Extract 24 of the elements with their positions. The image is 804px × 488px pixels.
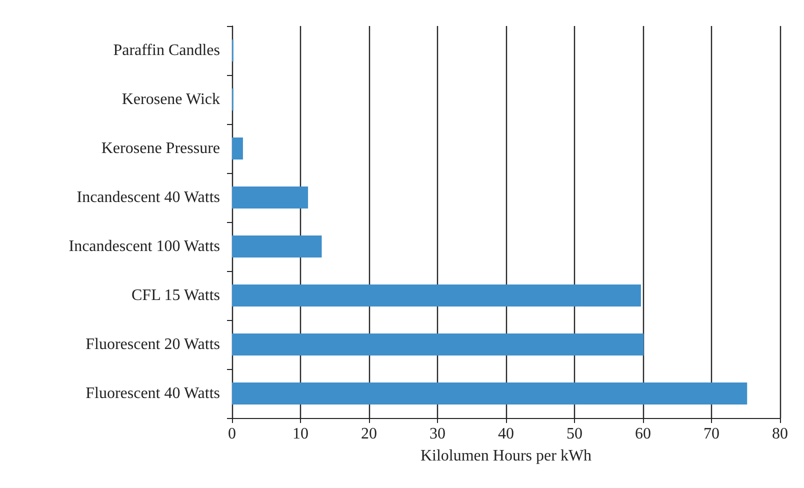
bar (232, 186, 308, 209)
x-tick-label: 50 (566, 426, 582, 442)
bar (232, 235, 322, 258)
y-tick-label: Incandescent 100 Watts (68, 238, 220, 255)
y-tick-label: Fluorescent 20 Watts (86, 336, 220, 353)
x-tick-label: 70 (704, 426, 720, 442)
y-tick-label: CFL 15 Watts (132, 287, 220, 304)
bar (232, 333, 644, 356)
x-tick-label: 40 (498, 426, 514, 442)
y-tick-label: Kerosene Pressure (101, 140, 220, 157)
y-tick-label: Paraffin Candles (113, 42, 220, 59)
x-tick-label: 80 (772, 426, 788, 442)
y-tick-label: Incandescent 40 Watts (76, 189, 220, 206)
y-tick-label: Kerosene Wick (122, 91, 220, 108)
x-tick-label: 0 (228, 426, 236, 442)
bar (232, 284, 641, 307)
x-tick-label: 10 (292, 426, 308, 442)
x-tick-label: 20 (361, 426, 377, 442)
bar (232, 382, 748, 405)
bar (232, 137, 243, 160)
y-tick-label: Fluorescent 40 Watts (86, 385, 220, 402)
x-tick-label: 60 (635, 426, 651, 442)
x-tick-label: 30 (430, 426, 446, 442)
x-axis-title: Kilolumen Hours per kWh (420, 448, 592, 464)
